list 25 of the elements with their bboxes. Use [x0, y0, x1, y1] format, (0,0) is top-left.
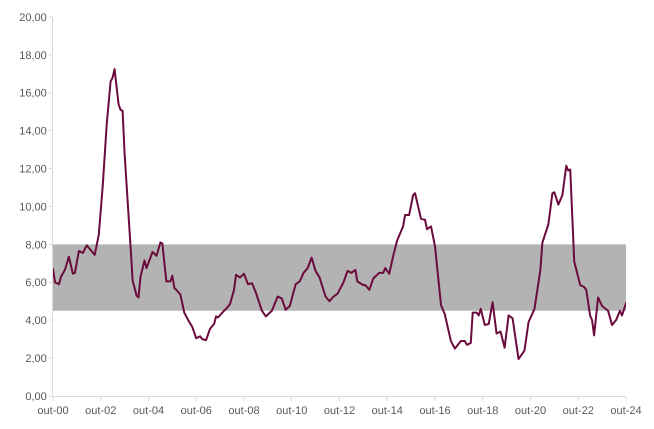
x-tick-label: out-02	[85, 405, 116, 418]
x-tick-label: out-16	[419, 405, 451, 418]
y-tick-label: 4,00	[25, 315, 47, 328]
y-tick-label: 0,00	[25, 390, 47, 403]
y-tick-label: 2,00	[25, 352, 47, 365]
x-tick-label: out-00	[37, 405, 69, 418]
line-series	[53, 68, 626, 360]
y-tick-label: 12,00	[19, 163, 47, 176]
y-tick-label: 6,00	[25, 277, 47, 290]
x-tick-label: out-10	[276, 405, 308, 418]
x-tick-label: out-24	[610, 405, 642, 418]
y-tick-label: 16,00	[19, 88, 47, 100]
x-tick-label: out-18	[467, 405, 498, 418]
x-tick-label: out-22	[562, 405, 594, 418]
x-tick-label: out-14	[372, 405, 403, 418]
y-tick-label: 8,00	[25, 239, 47, 252]
x-tick-label: out-06	[180, 405, 212, 418]
x-tick-label: out-12	[324, 405, 356, 418]
y-tick-label: 14,00	[19, 126, 47, 138]
y-tick-label: 18,00	[19, 50, 47, 62]
x-tick-label: out-20	[514, 405, 546, 418]
y-tick-label: 20,00	[19, 12, 47, 24]
y-tick-label: 10,00	[19, 201, 47, 214]
x-tick-label: out-04	[132, 405, 164, 418]
x-tick-label: out-08	[228, 405, 260, 418]
